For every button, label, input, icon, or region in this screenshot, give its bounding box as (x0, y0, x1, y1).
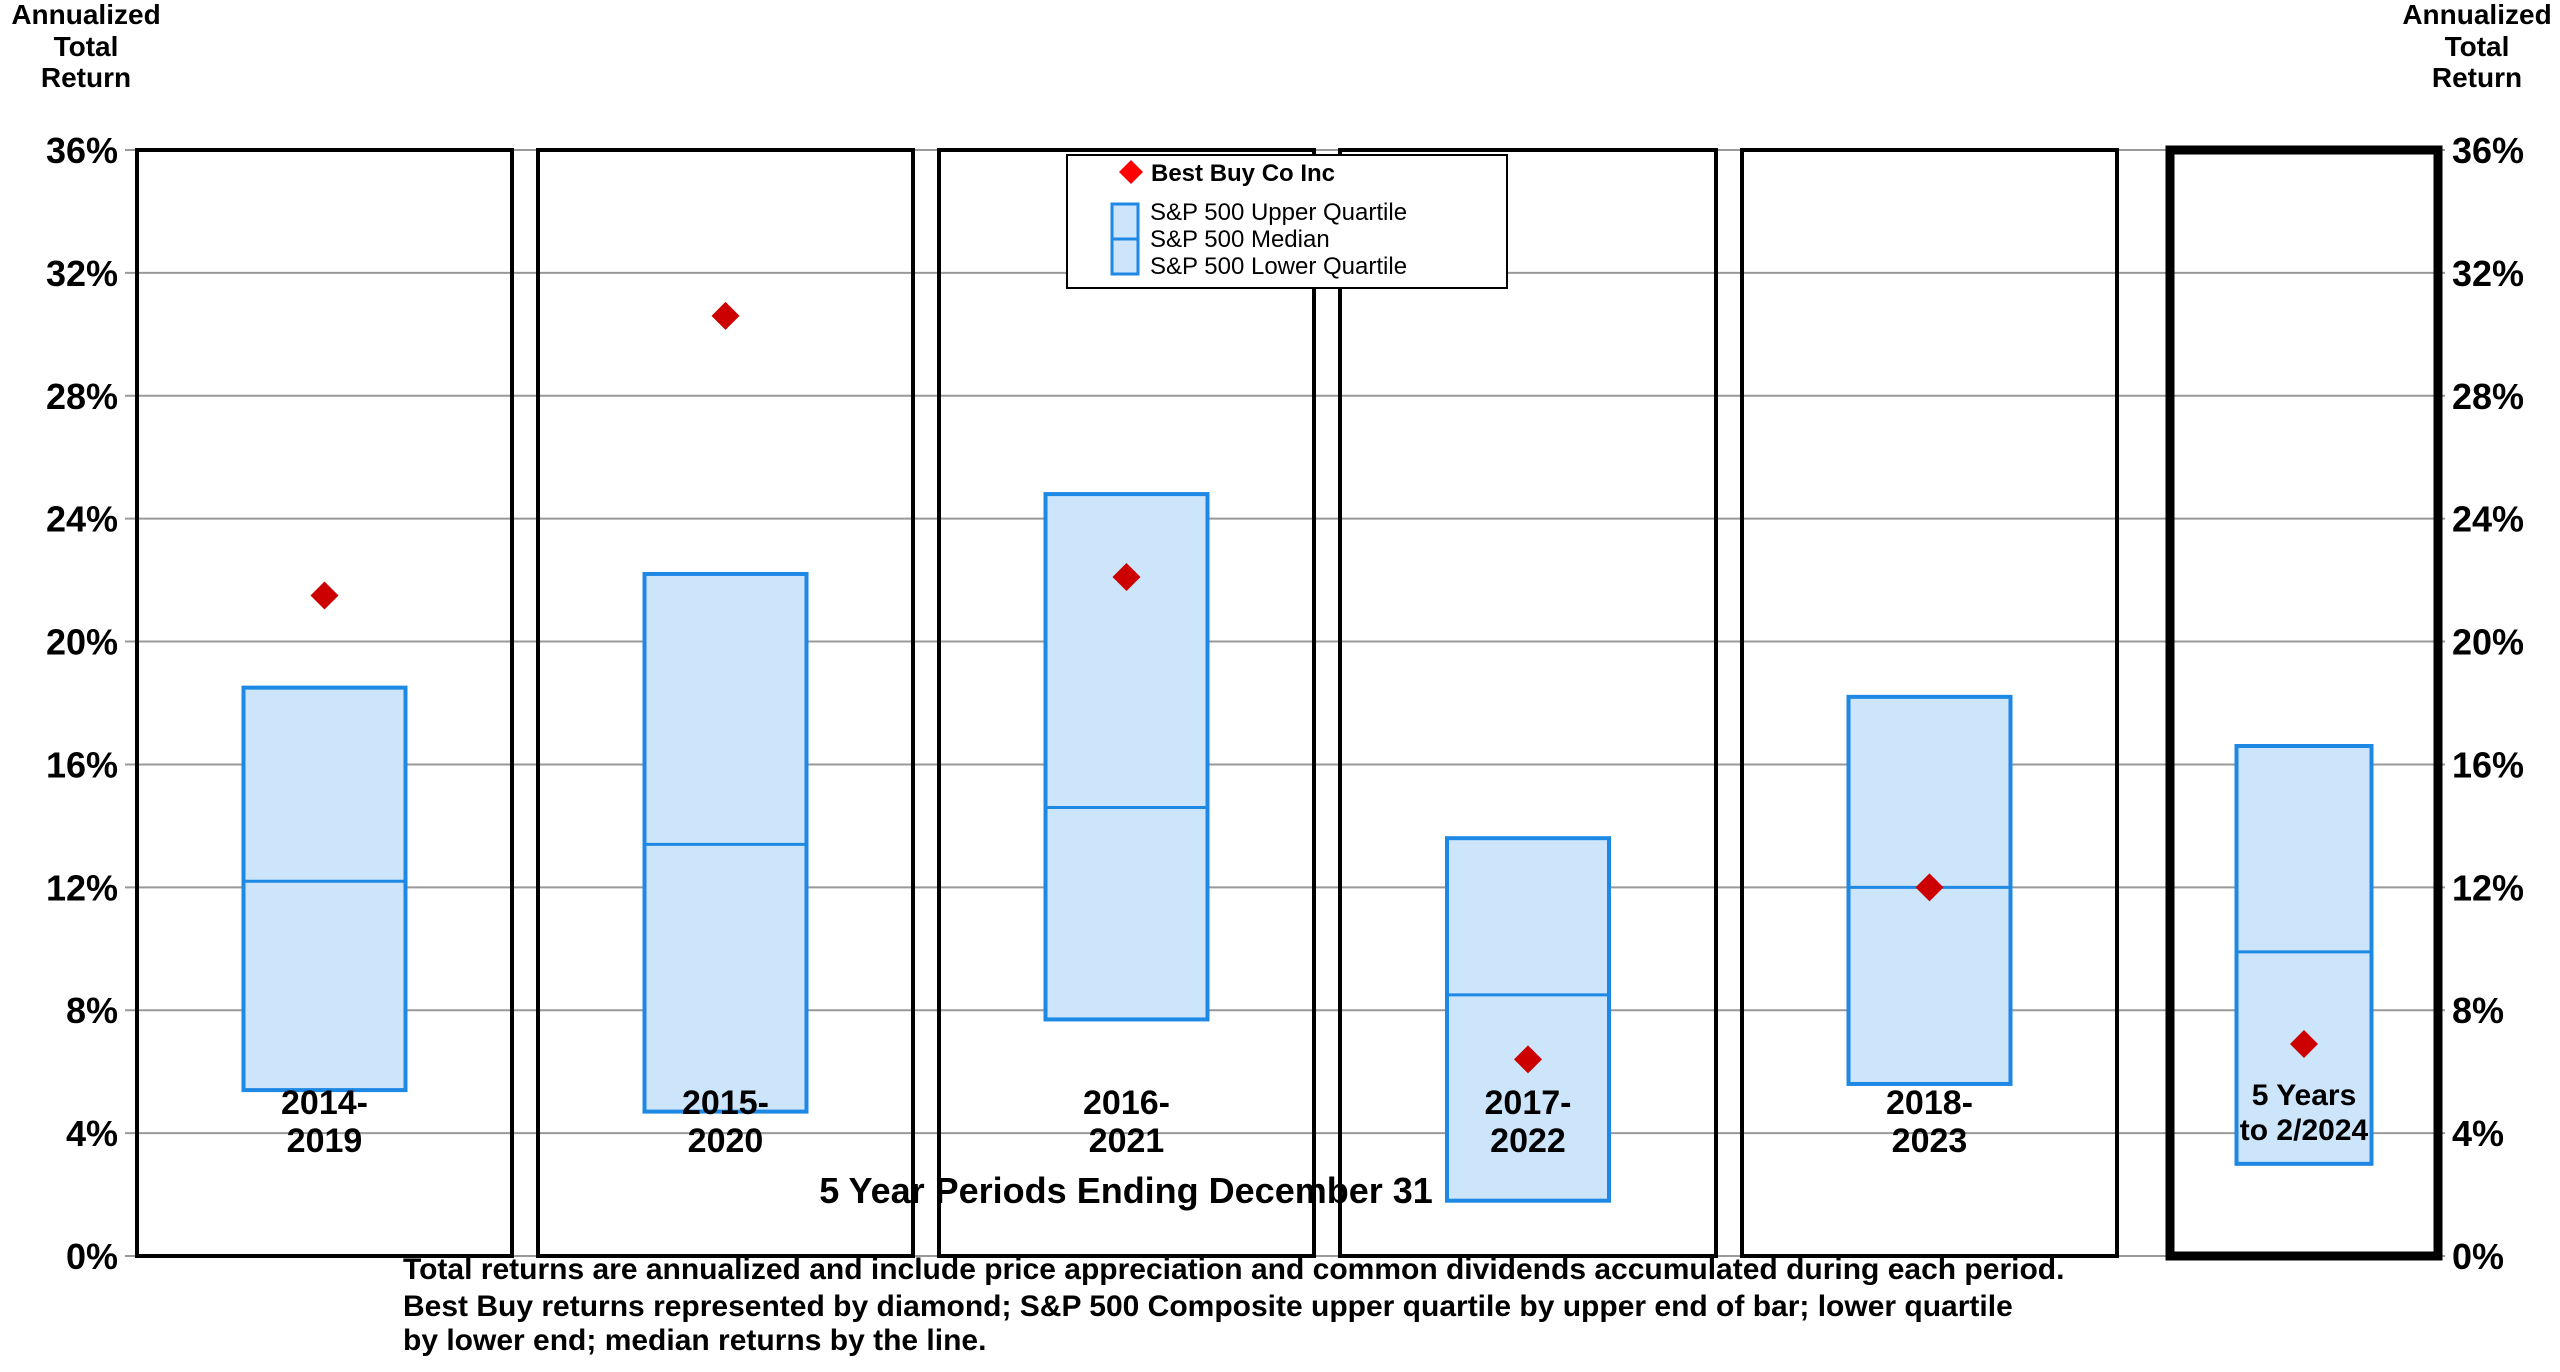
legend-median: S&P 500 Median (1150, 226, 1330, 253)
footnote-line: Total returns are annualized and include… (403, 1253, 2064, 1286)
y-tick-label-left: 28% (46, 376, 118, 417)
y-tick-label-left: 12% (46, 867, 118, 908)
best-buy-diamond (711, 301, 740, 330)
y-tick-label-right: 4% (2452, 1113, 2504, 1154)
period-panel (2165, 145, 2443, 1261)
y-tick-label-left: 32% (46, 253, 118, 294)
legend-lower-quartile: S&P 500 Lower Quartile (1150, 253, 1407, 280)
period-panel (1338, 148, 1718, 1258)
y-tick-label-right: 24% (2452, 499, 2524, 540)
y-axis-ticks: 0% 0% 4% 4% 8% 8% 12% 12% 16% 16% 20% 20% 24% 24% 28% 2… (46, 130, 2524, 1277)
legend-diamond-icon (1119, 160, 1143, 184)
legend-upper-quartile: S&P 500 Upper Quartile (1150, 199, 1407, 226)
y-tick-label-right: 36% (2452, 130, 2524, 171)
footnote-line: Best Buy returns represented by diamond;… (403, 1290, 2013, 1323)
period-panels (135, 145, 2443, 1261)
legend: Best Buy Co Inc S&P 500 Upper Quartile S… (1066, 154, 1508, 289)
category-label: 2017- (1485, 1084, 1572, 1122)
quartile-boxes (241, 301, 2374, 1203)
y-tick-label-left: 0% (66, 1236, 118, 1277)
best-buy-diamond (2290, 1030, 2318, 1059)
gridlines (125, 149, 2445, 1257)
period-panel (135, 148, 514, 1258)
footnote: Total returns are annualized and include… (403, 1253, 2064, 1357)
best-buy-diamond (310, 581, 339, 610)
category-label: 2015- (682, 1084, 769, 1122)
x-axis-categories: 2014-2019 2015-2020 2016-2021 2017-2022 2018… (281, 1079, 2368, 1160)
y-tick-label-left: 24% (46, 499, 118, 540)
category-label: 2019 (287, 1122, 363, 1160)
y-tick-label-right: 8% (2452, 990, 2504, 1031)
y-tick-label-right: 12% (2452, 867, 2524, 908)
category-label: 2022 (1490, 1122, 1566, 1160)
left-axis-title: Annualized Total Return (11, 0, 160, 93)
quartile-box (241, 685, 408, 1093)
y-axis-title-line: Return (2432, 62, 2522, 93)
quartile-box (1445, 836, 1611, 1203)
category-label: 2021 (1089, 1122, 1165, 1160)
best-buy-diamond (1112, 563, 1141, 592)
category-label: 5 Years (2252, 1079, 2357, 1112)
quartile-box (642, 571, 809, 1114)
y-tick-label-right: 32% (2452, 253, 2524, 294)
quartile-box (2234, 744, 2374, 1166)
legend-best-buy: Best Buy Co Inc (1151, 160, 1335, 187)
category-label: 2020 (688, 1122, 764, 1160)
best-buy-diamond (1514, 1045, 1542, 1074)
period-panel (1740, 148, 2119, 1258)
right-axis-title: Annualized Total Return (2402, 0, 2551, 93)
y-tick-label-left: 4% (66, 1113, 118, 1154)
y-axis-title-line: Annualized (11, 0, 160, 30)
y-axis-title-line: Total (2445, 31, 2510, 62)
legend-frame (1066, 154, 1508, 289)
category-label: 2016- (1083, 1084, 1170, 1122)
y-tick-label-left: 20% (46, 622, 118, 663)
y-axis-title-line: Annualized (2402, 0, 2551, 30)
y-tick-label-right: 0% (2452, 1236, 2504, 1277)
y-axis-title-line: Return (41, 62, 131, 93)
best-buy-diamond (1915, 873, 1944, 902)
x-axis-title: 5 Year Periods Ending December 31 (819, 1170, 1433, 1211)
period-panel (937, 148, 1316, 1258)
category-label: 2018- (1886, 1084, 1973, 1122)
period-panel (536, 148, 915, 1258)
y-tick-label-right: 16% (2452, 744, 2524, 785)
category-label: 2014- (281, 1084, 368, 1122)
category-label: 2023 (1892, 1122, 1968, 1160)
y-tick-label-left: 36% (46, 130, 118, 171)
y-tick-label-left: 16% (46, 744, 118, 785)
y-axis-title-line: Total (54, 31, 119, 62)
y-tick-label-right: 28% (2452, 376, 2524, 417)
y-tick-label-right: 20% (2452, 622, 2524, 663)
footnote-line: by lower end; median returns by the line… (403, 1324, 986, 1357)
category-label: to 2/2024 (2240, 1114, 2369, 1147)
y-tick-label-left: 8% (66, 990, 118, 1031)
